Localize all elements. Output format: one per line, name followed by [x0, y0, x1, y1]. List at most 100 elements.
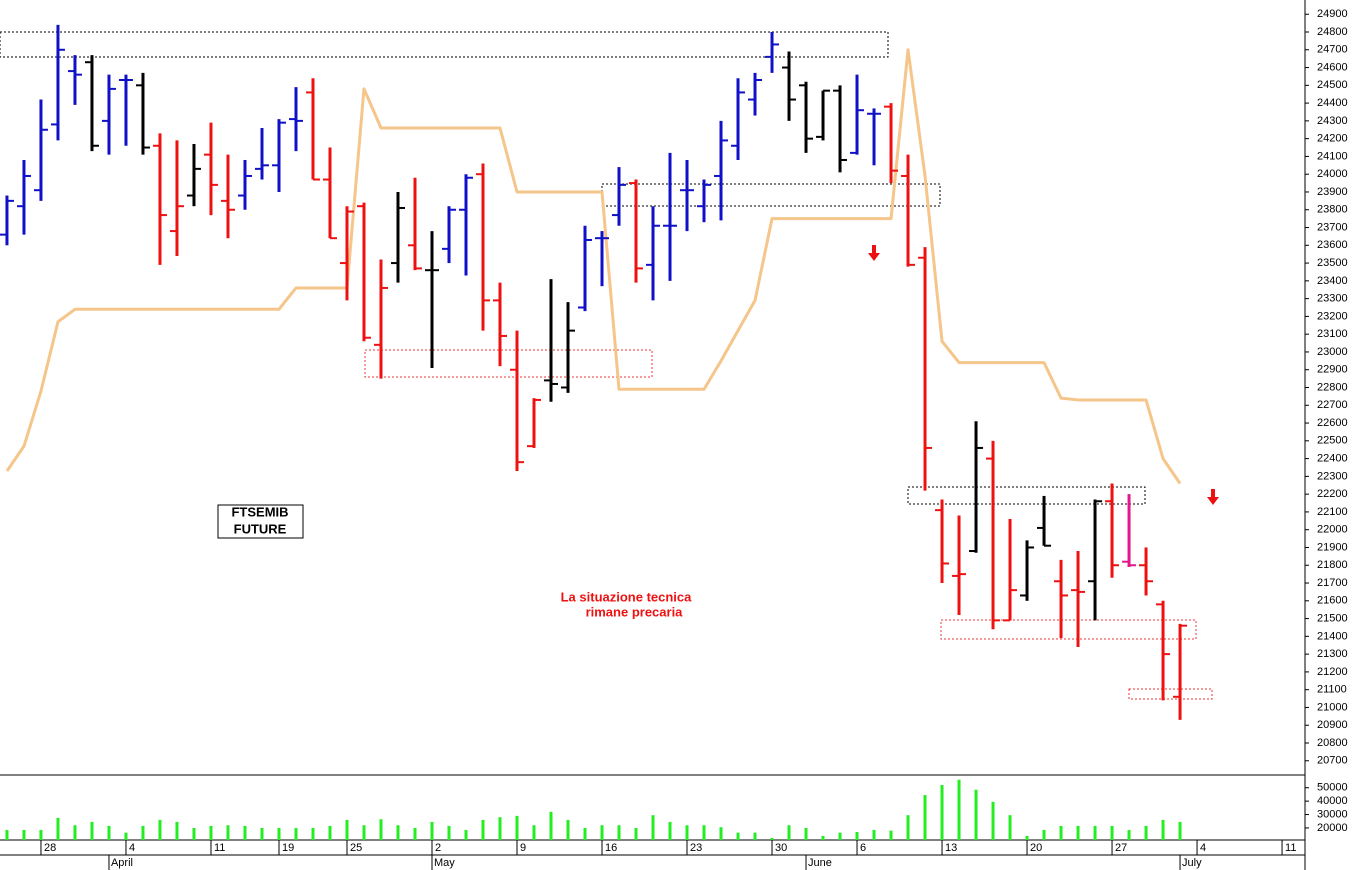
ohlc-bar [544, 279, 559, 402]
label-text: FUTURE [234, 521, 287, 536]
volume-bar [362, 825, 366, 840]
ohlc-bar [714, 120, 729, 221]
month-label: May [434, 857, 455, 869]
volume-bar [617, 825, 621, 840]
volume-bar [515, 815, 519, 840]
support-zone [940, 619, 1197, 640]
volume-tick-label: 50000 [1317, 782, 1348, 794]
y-tick-label: 24000 [1317, 168, 1348, 180]
ohlc-bar [697, 179, 712, 223]
volume-bar [56, 817, 60, 840]
label-box [217, 504, 304, 539]
ohlc-bar [901, 154, 916, 267]
y-tick-label: 23600 [1317, 239, 1348, 251]
volume-bar [583, 827, 587, 840]
y-tick-label: 23300 [1317, 293, 1348, 305]
y-tick-label: 24200 [1317, 133, 1348, 145]
annotation: rimane precaria [586, 604, 684, 619]
ohlc-bar [458, 174, 473, 276]
ohlc-bar [169, 140, 184, 256]
volume-tick-label: 20000 [1317, 822, 1348, 834]
volume-bar [379, 819, 383, 840]
y-tick-label: 22400 [1317, 453, 1348, 465]
y-tick-label: 21800 [1317, 559, 1348, 571]
x-tick-label: 23 [690, 842, 702, 854]
ohlc-bar [441, 206, 456, 264]
ohlc-bar [680, 159, 695, 232]
ohlc-bar [799, 81, 814, 153]
x-tick-label: 27 [1115, 842, 1127, 854]
y-tick-label: 21300 [1317, 648, 1348, 660]
ohlc-bar [322, 147, 337, 240]
x-tick-label: 16 [605, 842, 617, 854]
ohlc-bar [424, 231, 439, 368]
ohlc-bar [731, 78, 746, 160]
volume-bar [787, 825, 791, 840]
volume-bar [481, 819, 485, 840]
ohlc-bar [493, 282, 508, 367]
volume-bar [413, 827, 417, 840]
volume-bar [1025, 835, 1029, 840]
volume-bar [634, 827, 638, 840]
ohlc-bar [952, 515, 967, 616]
ohlc-bar [203, 122, 218, 216]
y-tick-label: 24900 [1317, 8, 1348, 20]
volume-bar [736, 832, 740, 840]
y-tick-label: 21500 [1317, 612, 1348, 624]
volume-bar [141, 825, 145, 840]
ohlc-bar [1088, 499, 1103, 621]
volume-bar [498, 817, 502, 840]
volume-bar [430, 821, 434, 840]
ohlc-bar [595, 231, 610, 287]
x-tick-label: 9 [520, 842, 526, 854]
volume-bar [906, 815, 910, 840]
ohlc-bar [748, 72, 763, 116]
y-tick-label: 21000 [1317, 701, 1348, 713]
volume-bar [294, 827, 298, 840]
ohlc-bar [867, 108, 882, 166]
y-tick-label: 22000 [1317, 524, 1348, 536]
x-tick-label: 4 [1200, 842, 1206, 854]
volume-bar [974, 789, 978, 840]
ohlc-bar [288, 87, 303, 152]
volume-bar [566, 819, 570, 840]
y-tick-label: 23100 [1317, 328, 1348, 340]
volume-bar [889, 830, 893, 840]
volume-bar [90, 821, 94, 840]
ohlc-bar [33, 99, 48, 201]
x-tick-label: 2 [435, 842, 441, 854]
y-tick-label: 22300 [1317, 470, 1348, 482]
ohlc-bar [475, 163, 490, 331]
volume-bar [651, 815, 655, 840]
volume-bar [311, 827, 315, 840]
x-tick-label: 30 [775, 842, 787, 854]
volume-bar [39, 829, 43, 840]
ohlc-bar [237, 159, 252, 210]
ohlc-bar [118, 74, 133, 146]
x-tick-label: 11 [214, 842, 225, 854]
x-tick-label: 19 [282, 842, 294, 854]
month-label: July [1182, 857, 1202, 869]
support-zone [364, 349, 653, 378]
x-tick-label: 13 [945, 842, 957, 854]
volume-bar [600, 825, 604, 840]
month-label: April [111, 857, 133, 869]
ohlc-bar [220, 154, 235, 239]
ohlc-bar [646, 206, 661, 301]
ohlc-bar [578, 225, 593, 312]
volume-tick-label: 40000 [1317, 795, 1348, 807]
y-tick-label: 21600 [1317, 595, 1348, 607]
volume-bar [447, 825, 451, 840]
y-tick-label: 22900 [1317, 364, 1348, 376]
ohlc-bar [84, 55, 99, 152]
ohlc-bar [969, 421, 984, 553]
x-tick-label: 20 [1030, 842, 1042, 854]
y-tick-label: 21100 [1317, 684, 1347, 696]
y-tick-label: 24400 [1317, 97, 1348, 109]
volume-bar [872, 829, 876, 840]
ohlc-bar [1105, 483, 1120, 578]
volume-bar [1059, 825, 1063, 840]
volume-bar [804, 827, 808, 840]
volume-bar [753, 832, 757, 840]
